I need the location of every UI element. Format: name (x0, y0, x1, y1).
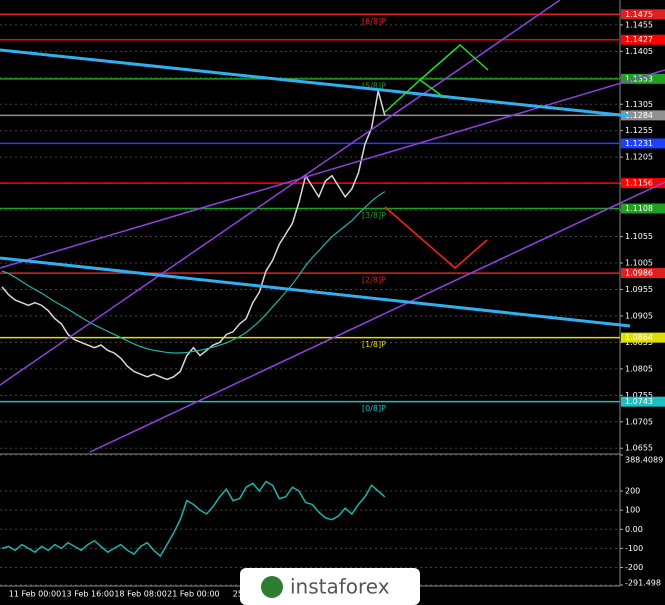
level-badge (621, 34, 665, 45)
x-tick-label: 13 Feb 16:00 (62, 590, 114, 599)
drawings (0, 0, 665, 453)
level-label: [5/8]P (362, 81, 386, 90)
channel-line (89, 181, 665, 453)
trend-line (0, 256, 631, 328)
level-badge (621, 332, 665, 343)
watermark-logo (261, 576, 283, 598)
forecast-arrow (384, 206, 488, 269)
y-tick-label: 1.1055 (625, 232, 653, 241)
watermark-box (240, 568, 420, 605)
level-badge-label: 1.1156 (625, 179, 653, 188)
channel-line (0, 69, 665, 269)
level-label: [0/8]P (362, 404, 386, 413)
level-label: [2/8]P (362, 276, 386, 285)
level-badge (621, 396, 665, 407)
level-badge-label: 1.1231 (625, 139, 653, 148)
level-badge (621, 268, 665, 279)
forecast-arrow (419, 43, 489, 81)
y-tick-label: 1.0905 (625, 311, 653, 320)
level-badge-label: 1.1353 (625, 74, 653, 83)
y-tick-label: 100 (625, 506, 640, 515)
y-tick-label: 1.0705 (625, 417, 653, 426)
level-badge-label: 1.0986 (625, 269, 653, 278)
y-tick-label: 1.0755 (625, 391, 653, 400)
y-tick-label: -100 (625, 544, 643, 553)
watermark: instaforex (240, 568, 420, 605)
level-badge-label: 1.1427 (625, 35, 653, 44)
y-tick-label: 1.1305 (625, 100, 653, 109)
trend-line (0, 48, 631, 118)
level-badge (621, 73, 665, 84)
series-line (1, 90, 386, 381)
y-tick-label: 1.0655 (625, 444, 653, 453)
level-badge-label: 1.1108 (625, 204, 653, 213)
y-tick-label: 1.0805 (625, 364, 653, 373)
level-badge (621, 110, 665, 121)
watermark-text: instaforex (290, 575, 390, 599)
y-tick-label: -291.498 (625, 579, 661, 588)
y-tick-label: 1.1255 (625, 126, 653, 135)
series-line (1, 480, 386, 558)
level-label: [3/8]P (362, 211, 386, 220)
x-tick-label: 11 Feb 00:00 (9, 590, 61, 599)
level-badge (621, 138, 665, 149)
y-tick-label: 1.0955 (625, 285, 653, 294)
series-line (1, 191, 386, 354)
x-tick-label: 18 Feb 08:00 (114, 590, 166, 599)
y-tick-label: 388.4089 (625, 456, 663, 465)
y-tick-label: 1.1205 (625, 153, 653, 162)
y-tick-label: 0.00 (625, 525, 643, 534)
level-badge-label: 1.1475 (625, 10, 653, 19)
channel-line (0, 0, 561, 386)
y-tick-label: 1.1455 (625, 20, 653, 29)
level-badge-label: 1.1284 (625, 111, 653, 120)
y-tick-label: 1.1005 (625, 259, 653, 268)
level-badge (621, 178, 665, 189)
y-tick-label: -200 (625, 563, 643, 572)
level-badge (621, 9, 665, 20)
y-tick-label: 200 (625, 487, 640, 496)
level-badge-label: 1.0743 (625, 397, 653, 406)
level-badge (621, 203, 665, 214)
level-label: [1/8]P (362, 340, 386, 349)
level-badge-label: 1.0864 (625, 333, 653, 342)
y-tick-label: 1.1405 (625, 47, 653, 56)
x-tick-label: 21 Feb 00:00 (167, 590, 219, 599)
level-label: [6/8]P (362, 17, 386, 26)
